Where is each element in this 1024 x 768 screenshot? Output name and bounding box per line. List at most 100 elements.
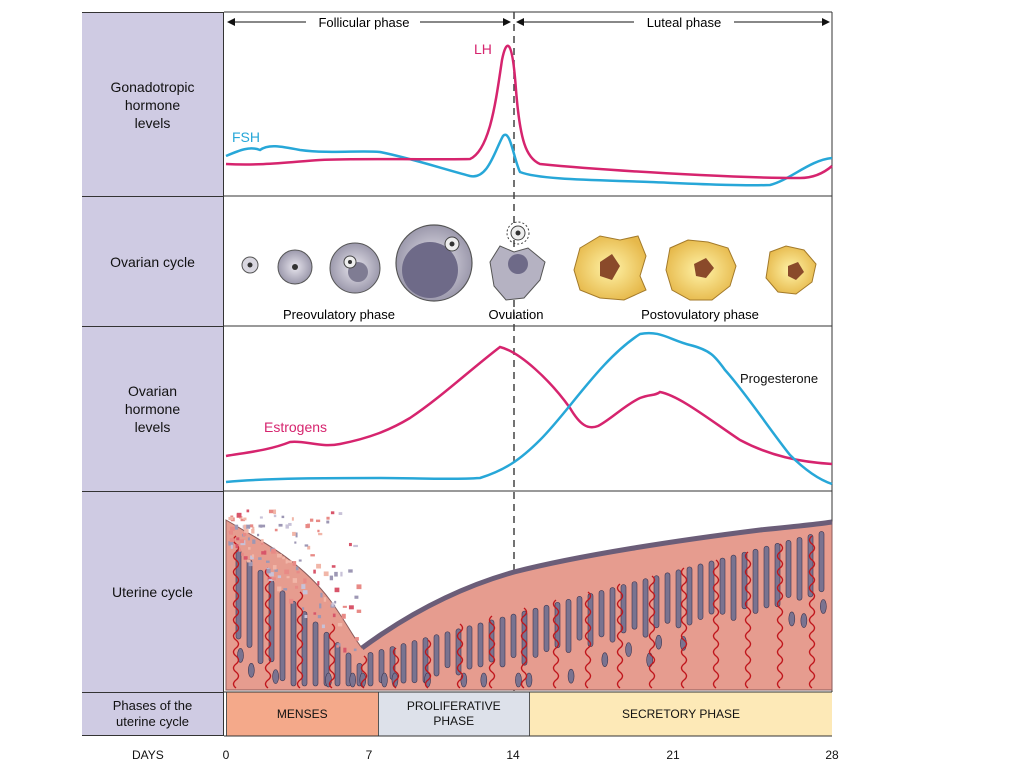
- debris-fragment: [317, 529, 320, 533]
- spiral-artery: [360, 655, 368, 689]
- spiral-artery: [456, 623, 464, 689]
- gland: [631, 581, 638, 630]
- debris-fragment: [272, 565, 277, 570]
- gland: [565, 599, 572, 653]
- spiral-artery: [232, 535, 240, 689]
- debris-fragment: [238, 548, 241, 552]
- gland: [697, 563, 704, 620]
- gland: [642, 578, 649, 638]
- debris-fragment: [334, 571, 338, 577]
- debris-fragment: [263, 550, 267, 555]
- debris-fragment: [230, 544, 233, 549]
- gland-section: [272, 669, 279, 684]
- gland: [818, 531, 825, 593]
- gland: [301, 611, 308, 687]
- gland: [686, 566, 693, 626]
- phase-proliferative: PROLIFERATIVE PHASE: [377, 692, 529, 736]
- debris-fragment: [272, 577, 276, 581]
- debris-fragment: [348, 569, 353, 573]
- gland-section: [515, 672, 522, 688]
- debris-fragment: [252, 554, 255, 558]
- debris-fragment: [340, 571, 343, 577]
- gland: [785, 540, 792, 598]
- fsh-label: FSH: [232, 129, 260, 145]
- debris-fragment: [313, 612, 317, 615]
- spiral-artery: [520, 607, 528, 689]
- debris-fragment: [304, 544, 309, 547]
- debris-fragment: [228, 530, 233, 535]
- spiral-artery: [680, 567, 688, 689]
- debris-fragment: [356, 584, 362, 590]
- debris-fragment: [356, 609, 362, 613]
- debris-fragment: [240, 518, 245, 522]
- gland: [807, 534, 814, 598]
- debris-fragment: [326, 520, 330, 524]
- row-label-gonadotropic: Gonadotropic hormone levels: [82, 12, 224, 196]
- gland: [477, 622, 484, 668]
- progesterone-label: Progesterone: [740, 371, 818, 386]
- debris-fragment: [310, 554, 315, 557]
- debris-fragment: [332, 613, 336, 618]
- gland-section: [820, 599, 827, 614]
- gland: [279, 590, 286, 682]
- debris-fragment: [307, 523, 310, 528]
- debris-fragment: [348, 605, 354, 610]
- gland: [334, 642, 341, 687]
- debris-fragment: [258, 524, 262, 528]
- debris-fragment: [252, 526, 255, 531]
- day-tick-7: 7: [365, 748, 373, 762]
- day-tick-21: 21: [666, 748, 680, 762]
- debris-fragment: [348, 542, 352, 547]
- debris-fragment: [315, 519, 321, 523]
- debris-fragment: [313, 569, 316, 574]
- debris-fragment: [243, 524, 247, 530]
- gland-section: [800, 613, 808, 628]
- debris-fragment: [285, 524, 289, 529]
- debris-fragment: [230, 526, 235, 531]
- debris-fragment: [301, 584, 306, 589]
- debris-fragment: [228, 541, 234, 546]
- debris-fragment: [309, 518, 314, 522]
- debris-fragment: [317, 581, 320, 586]
- debris-fragment: [307, 545, 311, 550]
- endometrium-surface: [360, 519, 833, 651]
- gland-section: [655, 634, 662, 650]
- debris-fragment: [259, 516, 263, 519]
- gland: [763, 545, 770, 609]
- gland-section: [325, 672, 332, 688]
- debris-fragment: [242, 532, 247, 536]
- gland-section: [381, 672, 388, 688]
- gland: [675, 569, 682, 629]
- debris-fragment: [274, 569, 278, 572]
- debris-fragment: [261, 539, 264, 543]
- row-label-uterine-cycle: Uterine cycle: [82, 491, 224, 692]
- row-label-gonadotropic-text: Gonadotropic hormone levels: [110, 78, 195, 131]
- row-label-ovarian-cycle: Ovarian cycle: [82, 196, 224, 326]
- debris-fragment: [241, 552, 244, 556]
- debris-fragment: [319, 603, 322, 609]
- row-label-ovarian-cycle-text: Ovarian cycle: [110, 253, 195, 270]
- debris-fragment: [295, 566, 299, 571]
- endometrium-illustration: [225, 509, 833, 691]
- debris-fragment: [318, 532, 323, 536]
- follicle-primordial: [241, 256, 259, 274]
- debris-fragment: [329, 575, 334, 581]
- debris-fragment: [243, 517, 247, 521]
- follicular-phase-label: Follicular phase: [318, 15, 409, 30]
- debris-fragment: [296, 571, 300, 574]
- debris-fragment: [337, 623, 343, 627]
- debris-fragment: [282, 556, 285, 560]
- row-label-uterine-cycle-text: Uterine cycle: [112, 584, 193, 600]
- debris-fragment: [302, 590, 308, 595]
- debris-fragment: [287, 560, 293, 563]
- debris-fragment: [277, 575, 282, 579]
- gland: [730, 554, 737, 621]
- debris-fragment: [353, 648, 357, 652]
- debris-fragment: [323, 597, 327, 602]
- gland: [312, 621, 319, 687]
- gland: [455, 628, 462, 676]
- gland: [576, 596, 583, 641]
- corpus-luteum-1: [573, 235, 647, 301]
- ovulation-follicle: [489, 221, 546, 301]
